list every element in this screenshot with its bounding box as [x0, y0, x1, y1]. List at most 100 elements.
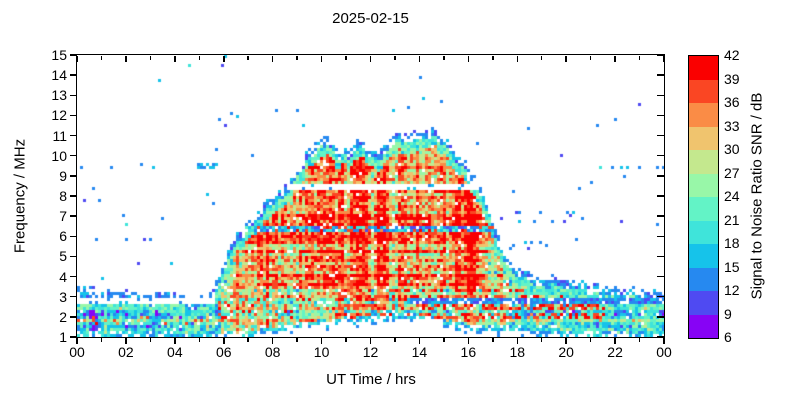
x-tick	[223, 56, 225, 62]
y-tick	[657, 215, 664, 217]
x-axis-label: UT Time / hrs	[326, 371, 416, 388]
chart-title: 2025-02-15	[332, 10, 409, 27]
x-tick	[345, 338, 347, 342]
y-tick	[70, 215, 77, 217]
x-tick	[296, 56, 298, 60]
x-tick	[565, 56, 567, 62]
y-tick	[70, 255, 77, 258]
x-tick-label: 14	[411, 344, 428, 360]
x-tick	[638, 56, 641, 60]
x-tick	[76, 338, 78, 344]
y-tick-label: 11	[52, 127, 67, 144]
y-tick	[70, 54, 77, 56]
colorbar-tick-label: 15	[724, 258, 740, 275]
colorbar-band	[689, 56, 718, 80]
x-tick	[125, 338, 127, 344]
x-tick	[614, 56, 616, 62]
x-tick	[247, 56, 249, 60]
x-tick	[174, 56, 176, 62]
x-tick	[271, 56, 274, 62]
x-tick	[589, 56, 592, 60]
y-tick-label: 8	[59, 188, 67, 204]
x-tick-label: 10	[313, 344, 330, 360]
x-tick	[418, 56, 421, 62]
x-tick-label: 08	[264, 344, 281, 360]
x-tick	[418, 338, 421, 344]
y-tick-label: 3	[59, 288, 67, 305]
x-tick	[345, 56, 347, 60]
y-tick	[70, 235, 77, 238]
x-tick-label: 20	[558, 344, 574, 360]
y-tick	[70, 275, 77, 278]
colorbar-tick-label: 36	[724, 94, 740, 110]
y-tick-label: 5	[59, 248, 67, 265]
x-tick	[516, 338, 518, 344]
colorbar-tick-label: 6	[724, 329, 732, 345]
y-tick-label: 13	[51, 87, 67, 104]
y-tick	[70, 175, 77, 177]
x-tick	[198, 56, 201, 60]
y-tick	[70, 195, 77, 197]
x-tick	[589, 338, 592, 342]
x-tick	[320, 56, 323, 62]
x-tick	[149, 56, 152, 60]
y-tick	[657, 54, 664, 56]
x-tick	[320, 338, 323, 344]
x-tick	[100, 338, 103, 342]
colorbar-tick-label: 27	[724, 164, 740, 181]
colorbar-band	[689, 103, 718, 127]
heatmap-canvas	[77, 55, 665, 337]
x-tick	[443, 338, 445, 342]
x-tick	[369, 56, 372, 62]
colorbar-tick-label: 33	[724, 117, 740, 134]
x-tick-label: 00	[656, 344, 672, 360]
x-tick	[467, 338, 470, 344]
colorbar-band	[689, 197, 718, 221]
y-tick	[70, 74, 77, 76]
colorbar-tick-label: 42	[724, 47, 740, 63]
x-tick	[125, 56, 127, 62]
y-tick	[657, 134, 664, 137]
x-tick	[223, 338, 225, 344]
x-tick	[296, 338, 298, 342]
x-tick	[540, 338, 543, 342]
x-tick	[443, 56, 445, 60]
colorbar-tick-label: 39	[724, 70, 740, 87]
y-tick-label: 1	[59, 329, 67, 345]
x-tick	[76, 56, 78, 62]
y-tick	[657, 275, 664, 278]
x-tick	[149, 338, 152, 342]
x-tick	[394, 56, 396, 60]
colorbar-band	[689, 314, 718, 338]
colorbar-band	[689, 267, 718, 291]
y-tick-label: 4	[59, 268, 67, 285]
colorbar-tick-label: 21	[724, 211, 740, 228]
colorbar-label: Signal to Noise Ratio SNR / dB	[748, 92, 766, 300]
y-tick	[657, 94, 664, 97]
x-tick	[394, 338, 396, 342]
y-tick	[70, 316, 77, 318]
colorbar-band	[689, 126, 718, 150]
x-tick	[492, 338, 494, 342]
x-tick	[565, 338, 567, 344]
y-tick-label: 7	[59, 208, 67, 225]
colorbar-tick-label: 24	[724, 188, 740, 204]
x-tick-label: 18	[509, 344, 526, 360]
x-tick-label: 04	[167, 344, 183, 360]
y-tick	[657, 336, 664, 338]
y-tick	[70, 154, 77, 157]
y-tick-label: 2	[59, 308, 67, 325]
y-tick	[70, 134, 77, 137]
y-tick	[70, 94, 77, 97]
x-tick-label: 12	[362, 344, 379, 360]
y-tick	[657, 175, 664, 177]
colorbar-band	[689, 150, 718, 174]
y-axis-label: Frequency / MHz	[11, 138, 29, 254]
colorbar-tick-label: 9	[724, 305, 732, 322]
x-tick-label: 02	[118, 344, 134, 360]
x-tick	[369, 338, 372, 344]
y-tick	[657, 114, 664, 117]
colorbar-band	[689, 291, 718, 315]
colorbar-band	[689, 244, 718, 268]
